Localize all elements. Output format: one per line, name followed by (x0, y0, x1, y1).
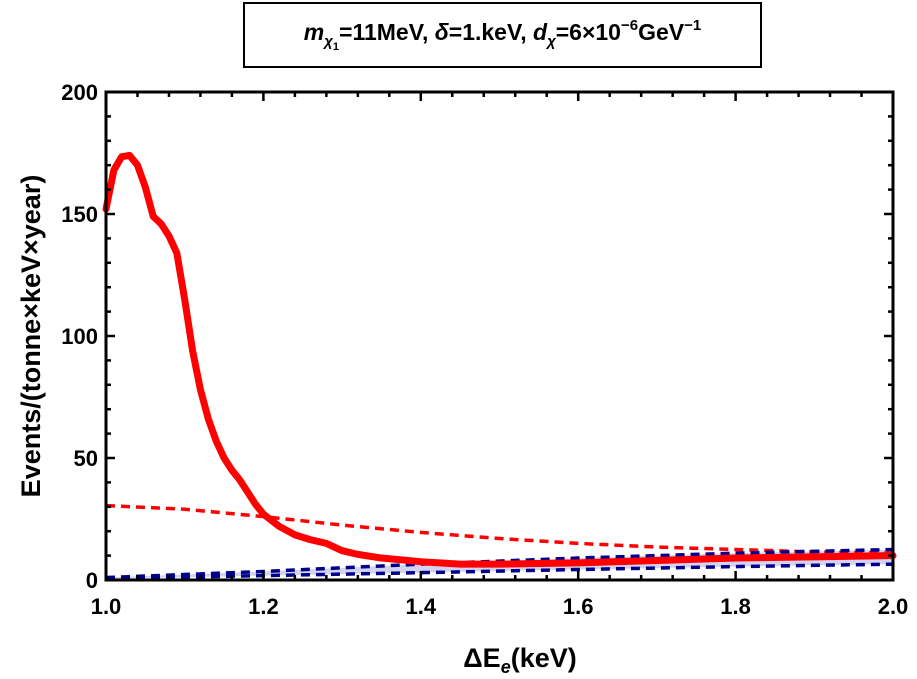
title-unit-exponent: −1 (684, 17, 702, 34)
y-tick-label: 200 (61, 80, 98, 105)
title-delta-value: =1.keV, (448, 19, 527, 45)
tick-label-layer: 1.0 1.2 1.4 1.6 1.8 2.0 0 50 100 150 200 (61, 80, 908, 619)
title-chi-subscript: χ (324, 33, 333, 50)
x-axis-label-subscript: e (501, 657, 511, 677)
title-mass-value: =11MeV, (339, 19, 429, 45)
y-axis-label: Events/(tonne×keV×year) (16, 175, 46, 498)
title-dipole-chi: χ (547, 33, 556, 50)
x-axis-label: ΔEe(keV) (463, 643, 576, 677)
y-tick-label: 150 (61, 202, 98, 227)
title-dipole-symbol: d (533, 19, 548, 45)
x-tick-label: 1.4 (406, 594, 437, 619)
series-signal (102, 151, 897, 568)
plot-frame (104, 90, 895, 582)
chart-title: mχ1=11MeV, δ=1.keV, dχ=6×10−6GeV−1 (243, 2, 762, 68)
y-tick-label: 0 (86, 568, 98, 593)
title-delta-symbol: δ (434, 19, 449, 45)
title-dipole-value: =6×10 (555, 19, 621, 45)
x-tick-label: 1.0 (91, 594, 122, 619)
y-tick-label: 50 (74, 446, 98, 471)
series-background-red-dashed (105, 503, 894, 555)
x-axis-label-unit: (keV) (511, 643, 577, 673)
x-tick-label: 1.6 (563, 594, 594, 619)
title-dipole-unit: GeV (638, 19, 685, 45)
x-tick-label: 2.0 (878, 594, 909, 619)
title-dipole-exponent: −6 (620, 17, 639, 34)
series-background-blue-lower (105, 562, 894, 581)
x-tick-label: 1.8 (720, 594, 751, 619)
tick-layer (104, 90, 895, 582)
title-one-subscript: 1 (332, 41, 340, 53)
title-mass-symbol: m (303, 19, 325, 45)
series-layer (102, 151, 897, 581)
x-tick-label: 1.2 (248, 594, 279, 619)
y-tick-label: 100 (61, 324, 98, 349)
